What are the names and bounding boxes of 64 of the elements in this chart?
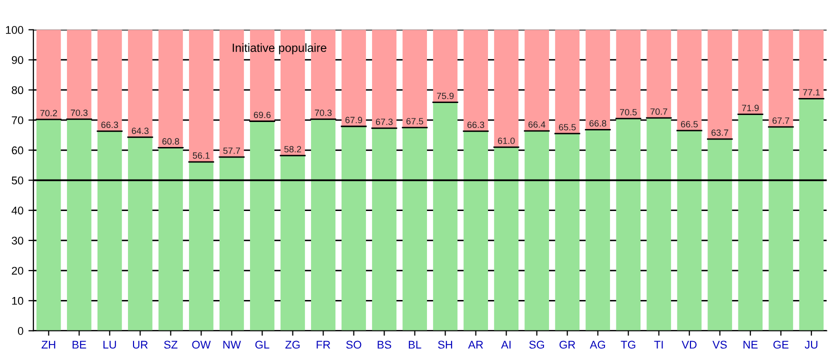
x-tick-label: GR	[560, 340, 576, 349]
x-tick-label: AI	[501, 340, 511, 349]
x-tick-label: JU	[804, 340, 818, 349]
x-tick-label: OW	[192, 340, 211, 349]
y-tick-label: 40	[12, 206, 24, 214]
data-label: 66.8	[590, 120, 606, 127]
y-tick-label: 20	[12, 266, 24, 275]
x-tick-label: AG	[590, 340, 606, 349]
x-tick-label: BL	[408, 340, 422, 349]
x-tick-label: GL	[255, 340, 270, 349]
x-tick-label: ZG	[285, 340, 300, 349]
y-tick-label: 50	[12, 176, 24, 184]
y-tick-label: 90	[12, 56, 24, 64]
data-label: 61.0	[498, 138, 515, 144]
data-label: 70.7	[650, 108, 668, 115]
data-label: 58.2	[284, 146, 302, 152]
data-label: 60.8	[162, 138, 180, 145]
x-tick-label: TI	[654, 340, 663, 349]
x-tick-label: NW	[223, 340, 241, 349]
x-tick-label: BS	[378, 340, 392, 349]
x-tick-label: AR	[468, 340, 483, 349]
data-label: 77.1	[803, 89, 820, 96]
x-tick-label: SZ	[164, 340, 178, 349]
data-label: 71.9	[742, 104, 759, 112]
data-label: 70.3	[314, 110, 332, 116]
x-tick-label: TG	[620, 340, 636, 349]
data-label: 66.4	[528, 121, 546, 128]
data-label: 66.3	[467, 122, 484, 128]
data-label: 65.5	[558, 124, 576, 130]
data-label: 67.5	[406, 118, 424, 124]
data-label: 67.9	[345, 116, 362, 124]
x-tick-label: LU	[103, 340, 116, 349]
x-tick-label: VD	[682, 340, 697, 349]
x-tick-label: GE	[773, 340, 788, 349]
y-tick-label: 10	[12, 296, 24, 305]
data-label: 67.3	[376, 118, 393, 126]
x-tick-label: VS	[712, 340, 727, 349]
data-label: 67.7	[772, 117, 790, 124]
data-label: 66.3	[101, 122, 118, 128]
x-tick-label: BE	[72, 340, 86, 349]
data-label: 70.5	[620, 108, 637, 116]
y-tick-label: 70	[12, 116, 24, 124]
y-tick-label: 30	[12, 236, 24, 245]
data-label: 63.7	[712, 129, 728, 136]
data-label: 64.3	[132, 128, 149, 134]
data-label: 66.5	[681, 121, 698, 128]
text: Initiative populaire	[232, 43, 326, 54]
x-tick-label: UR	[133, 340, 148, 349]
data-label: 69.6	[254, 112, 271, 118]
x-tick-label: SO	[346, 340, 362, 349]
x-tick-label: SG	[529, 340, 544, 349]
y-tick-label: 100	[6, 26, 24, 34]
x-tick-label: ZH	[42, 340, 56, 349]
data-label: 70.2	[40, 110, 57, 116]
x-tick-label: SH	[438, 340, 452, 349]
data-label: 75.9	[436, 92, 454, 100]
x-tick-label: NE	[744, 340, 758, 349]
y-tick-label: 80	[12, 86, 24, 94]
data-label: 57.7	[223, 148, 240, 154]
data-label: 70.3	[70, 110, 88, 116]
y-tick-label: 0	[18, 327, 24, 335]
data-label: 56.1	[192, 152, 210, 159]
y-tick-label: 60	[12, 146, 24, 154]
x-tick-label: FR	[316, 340, 330, 349]
